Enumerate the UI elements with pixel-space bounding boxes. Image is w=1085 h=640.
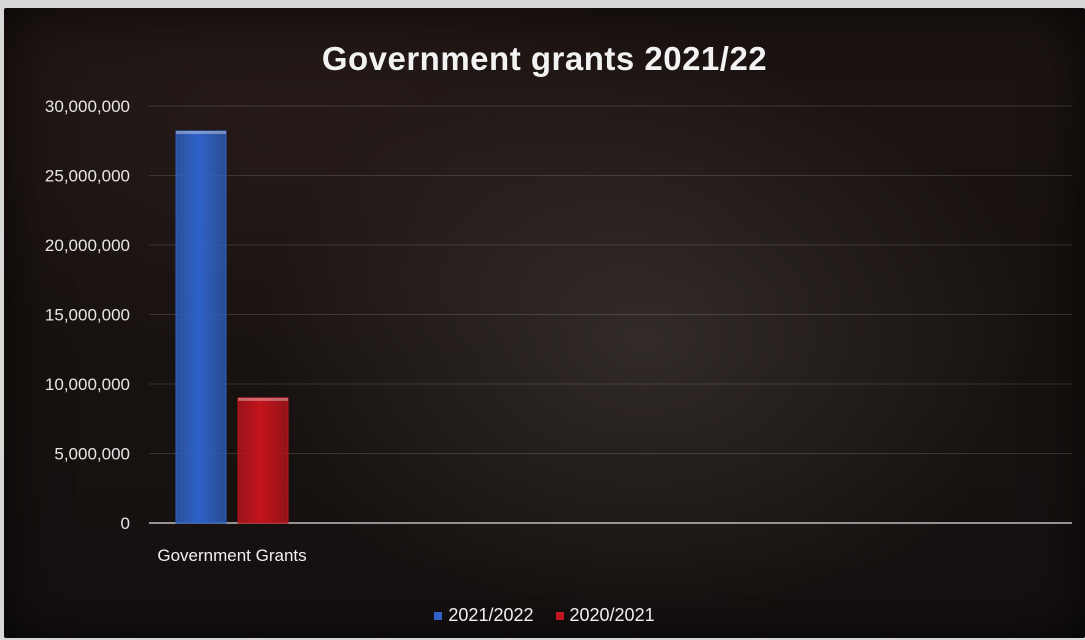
chart-area: Government grants 2021/22 0 5,000,000 10,0…	[4, 8, 1085, 638]
y-tick-label: 25,000,000	[45, 167, 130, 186]
y-tick-label: 20,000,000	[45, 236, 130, 255]
y-tick-label: 10,000,000	[45, 375, 130, 394]
y-tick-label: 15,000,000	[45, 306, 130, 325]
bar-top-highlight	[176, 131, 226, 135]
y-tick-label: 5,000,000	[54, 445, 130, 464]
legend-swatch-series-2	[555, 611, 564, 620]
legend: 2021/2022 2020/2021	[4, 605, 1085, 626]
bar-chart: 0 5,000,000 10,000,000 15,000,000 20,000,000…	[45, 97, 1072, 565]
bar-2021-2022	[175, 130, 227, 524]
y-tick-label: 30,000,000	[45, 97, 130, 116]
legend-swatch-series-1	[434, 611, 443, 620]
bar-2020-2021	[237, 397, 289, 524]
legend-item-series-1: 2021/2022	[434, 605, 534, 626]
chart-title: Government grants 2021/22	[321, 40, 768, 77]
x-category-label: Government Grants	[157, 546, 306, 565]
legend-label-series-2: 2020/2021	[569, 605, 655, 625]
y-tick-label: 0	[121, 514, 130, 533]
bar-top-highlight	[238, 397, 288, 401]
legend-item-series-2: 2020/2021	[555, 605, 655, 626]
legend-label-series-1: 2021/2022	[448, 605, 534, 625]
